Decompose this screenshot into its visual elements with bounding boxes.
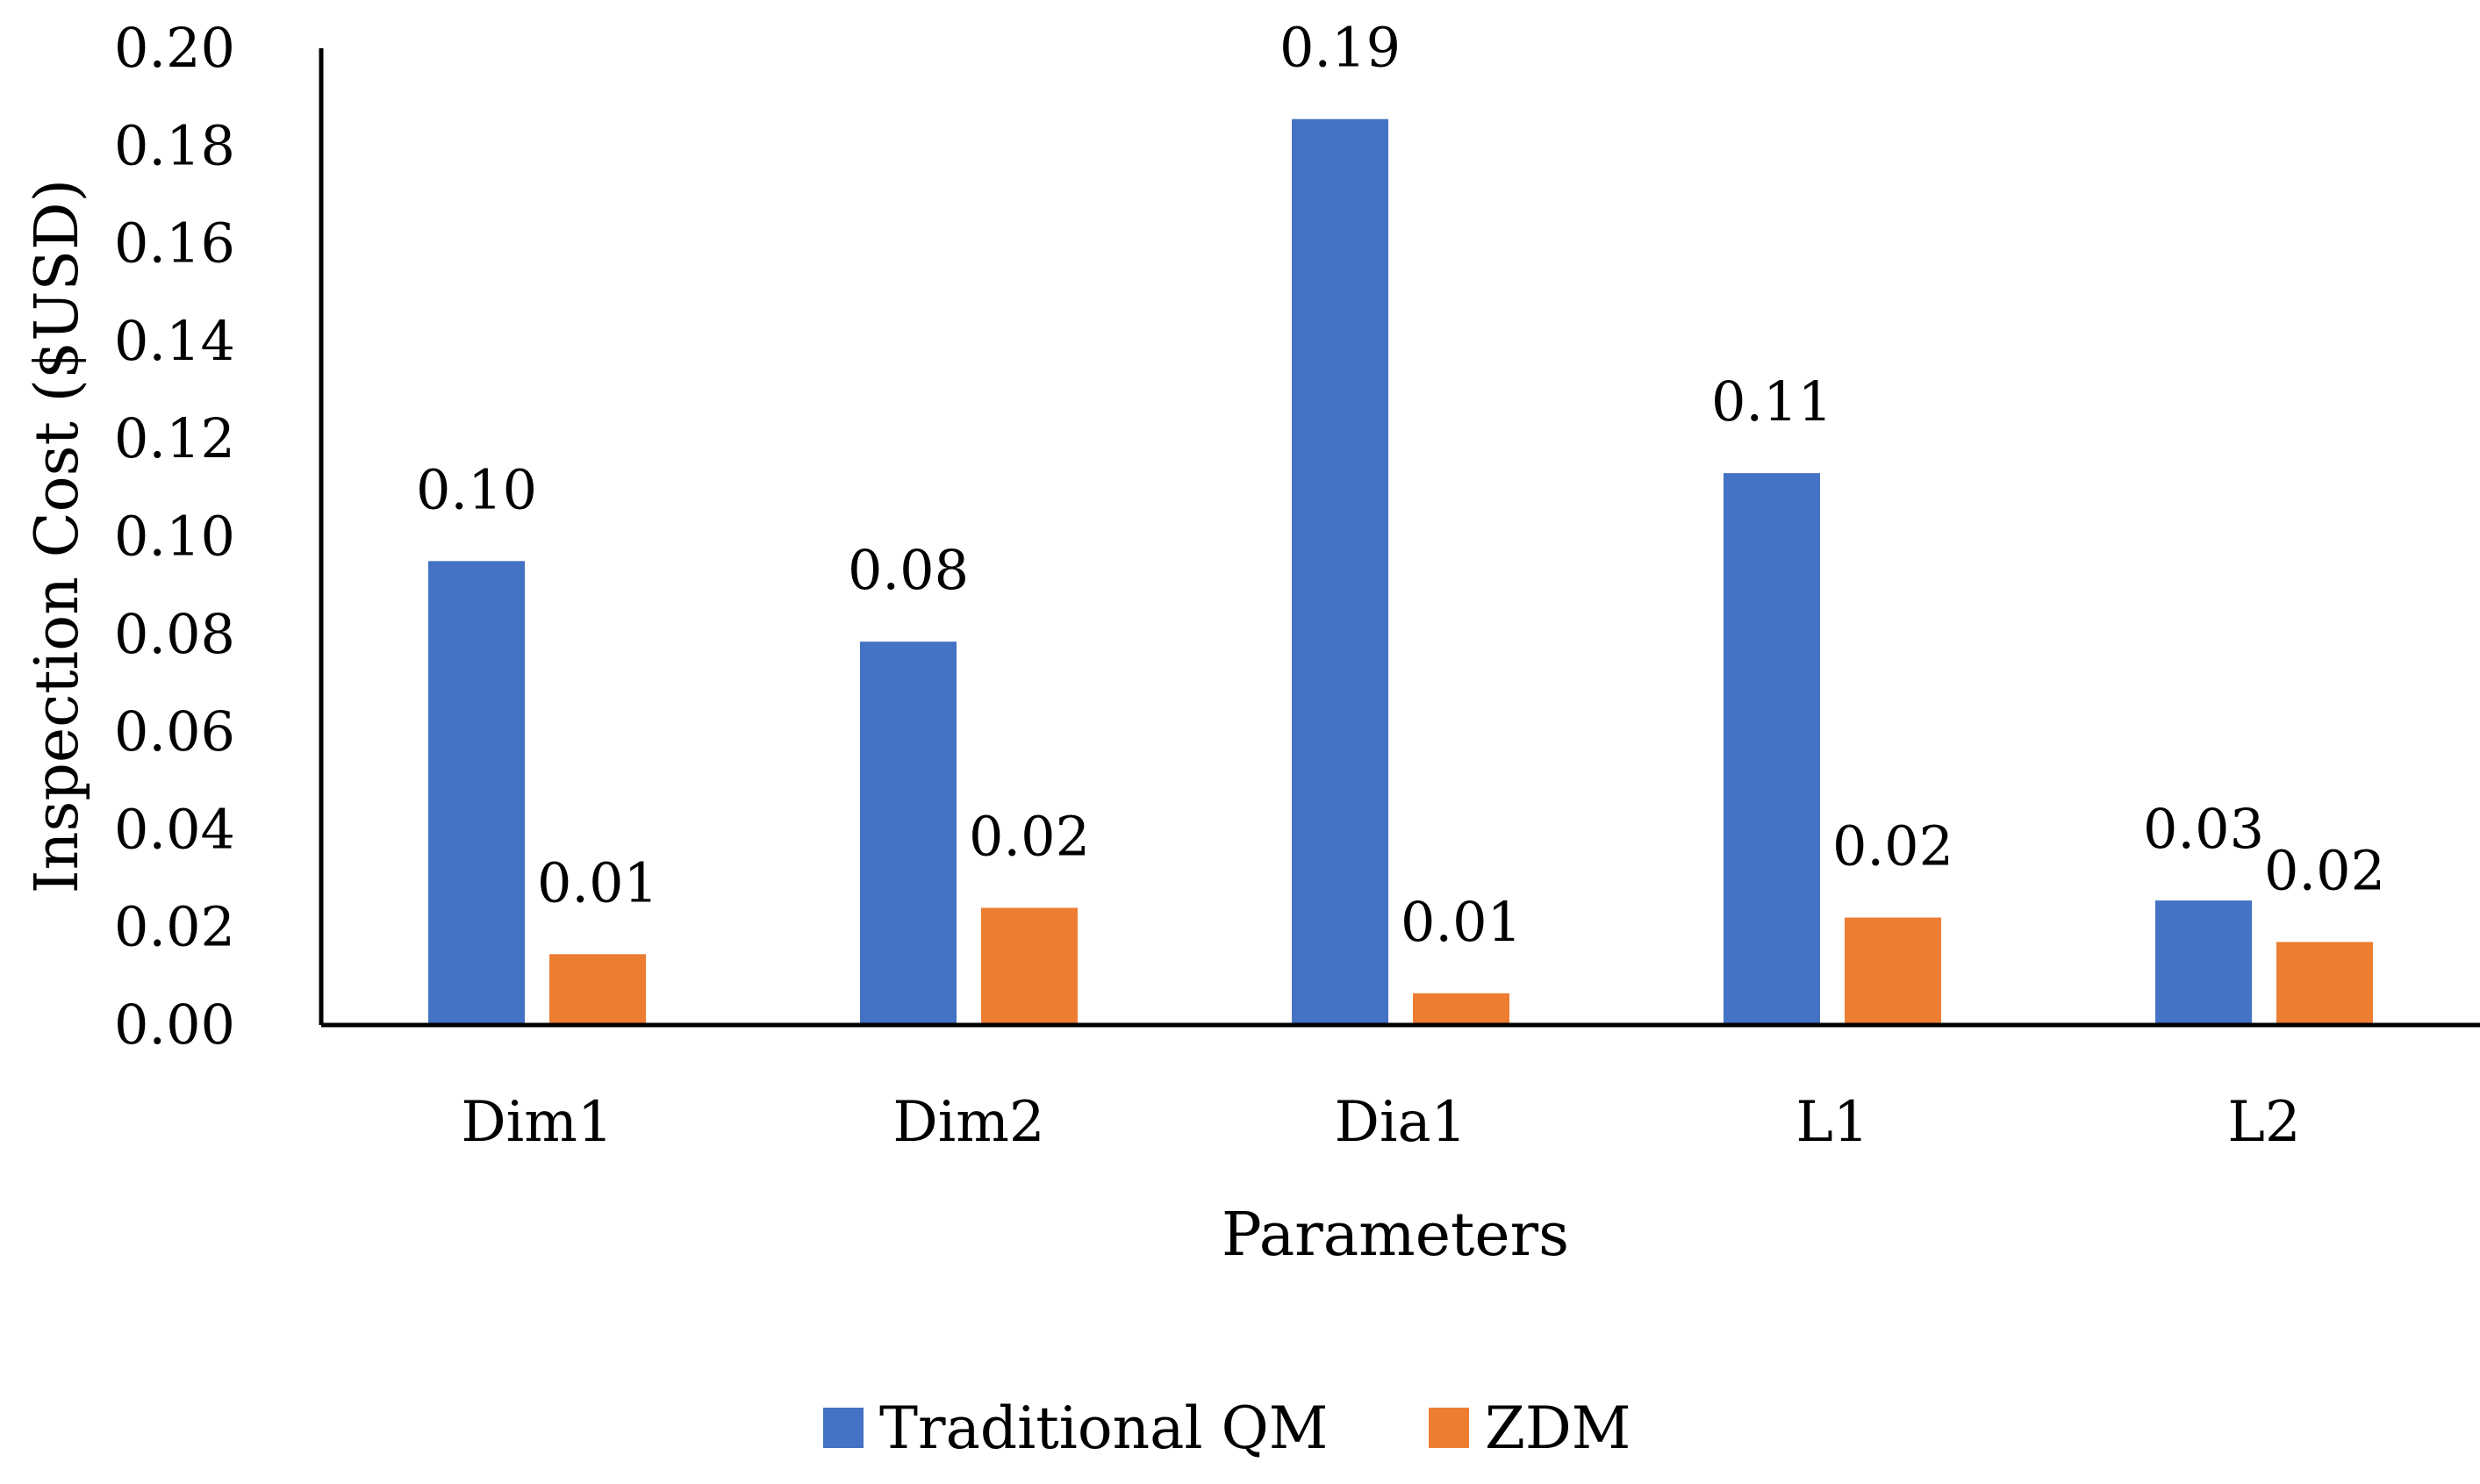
data-label: 0.10 <box>416 457 537 521</box>
y-tick-label: 0.20 <box>114 16 235 80</box>
y-axis-title: Inspection Cost ($USD) <box>23 179 92 893</box>
y-tick-label: 0.10 <box>114 505 235 569</box>
bar-traditional-qm-l2 <box>2155 900 2252 1025</box>
bar-traditional-qm-l1 <box>1724 473 1820 1025</box>
data-label: 0.02 <box>969 804 1090 868</box>
y-tick-label: 0.00 <box>114 993 235 1057</box>
bar-zdm-dim1 <box>549 954 646 1025</box>
y-tick-label: 0.16 <box>114 211 235 276</box>
bar-traditional-qm-dia1 <box>1292 118 1388 1025</box>
legend-item-traditional-qm: Traditional QM <box>823 1394 1328 1462</box>
data-label: 0.02 <box>2264 838 2385 902</box>
y-tick-label: 0.02 <box>114 895 235 959</box>
x-category-label: Dia1 <box>1335 1090 1467 1155</box>
data-label: 0.19 <box>1279 16 1401 80</box>
x-category-label: L1 <box>1795 1090 1868 1155</box>
legend-label: ZDM <box>1485 1394 1631 1462</box>
bar-traditional-qm-dim1 <box>428 561 525 1025</box>
legend-label: Traditional QM <box>879 1394 1328 1462</box>
data-labels: 0.100.010.080.020.190.010.110.02 0.030.02 <box>416 16 2385 954</box>
data-label: 0.08 <box>848 538 969 602</box>
data-label: 0.03 <box>2143 797 2264 861</box>
x-category-label: Dim1 <box>461 1090 613 1155</box>
legend-swatch <box>823 1408 864 1448</box>
y-tick-label: 0.18 <box>114 113 235 177</box>
bars <box>428 118 2373 1025</box>
data-label: 0.01 <box>537 850 658 914</box>
bar-traditional-qm-dim2 <box>860 642 957 1025</box>
x-axis-title: Parameters <box>1222 1201 1569 1270</box>
bar-zdm-dim2 <box>981 907 1078 1025</box>
bar-zdm-l2 <box>2276 942 2373 1025</box>
legend-item-zdm: ZDM <box>1429 1394 1631 1462</box>
data-label: 0.02 <box>1832 814 1953 878</box>
y-tick-label: 0.08 <box>114 602 235 666</box>
legend: Traditional QM ZDM <box>823 1394 1631 1462</box>
y-tick-label: 0.06 <box>114 699 235 764</box>
y-tick-label: 0.04 <box>114 797 235 861</box>
y-tick-label: 0.14 <box>114 309 235 373</box>
y-axis-ticks: 0.00 0.02 0.04 0.06 0.08 0.10 0.12 0.14 0.16 0.18… <box>114 16 235 1057</box>
x-category-label: Dim2 <box>892 1090 1044 1155</box>
legend-swatch <box>1429 1408 1469 1448</box>
x-category-label: L2 <box>2227 1090 2300 1155</box>
bar-zdm-l1 <box>1845 917 1941 1025</box>
bar-zdm-dia1 <box>1413 993 1509 1025</box>
x-axis-category-labels: Dim1 Dim2 Dia1 L1 L2 <box>461 1090 2300 1155</box>
y-tick-label: 0.12 <box>114 406 235 470</box>
data-label: 0.01 <box>1401 890 1522 954</box>
data-label: 0.11 <box>1711 369 1832 434</box>
